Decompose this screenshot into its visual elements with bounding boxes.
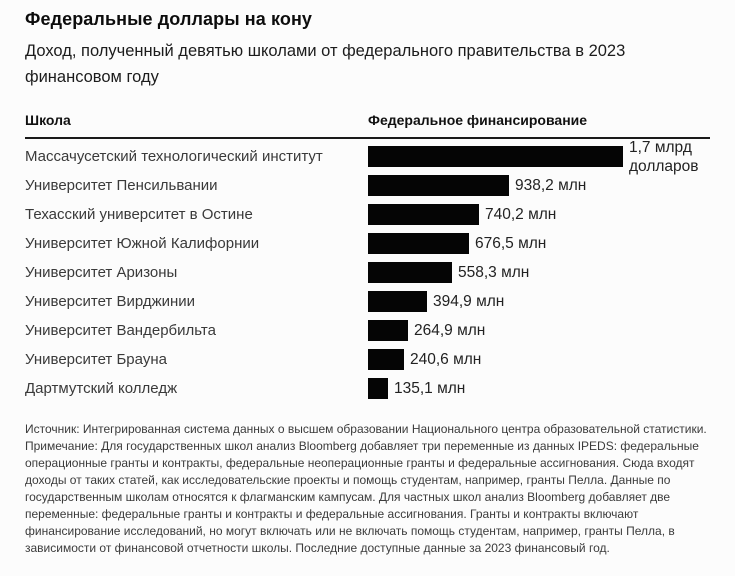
footnotes: Источник: Интегрированная система данных… [25, 421, 710, 557]
table-row: Университет Южной Калифорнии 676,5 млн [25, 229, 710, 258]
funding-bar [368, 233, 469, 255]
table-row: Техасский университет в Остине 740,2 млн [25, 200, 710, 229]
column-headers: Школа Федеральное финансирование [25, 112, 710, 128]
funding-bar [368, 175, 509, 197]
funding-value-label: 135,1 млн [394, 380, 466, 398]
school-label: Университет Брауна [25, 351, 167, 369]
methodology-note: Примечание: Для государственных школ ана… [25, 439, 699, 556]
table-row: Университет Вандербильта 264,9 млн [25, 316, 710, 345]
table-row: Массачусетский технологический институт 1… [25, 139, 710, 175]
header-divider [25, 137, 710, 140]
table-row: Дартмутский колледж 135,1 млн [25, 374, 710, 403]
bar-area: 135,1 млн [368, 378, 710, 400]
funding-bar [368, 204, 479, 226]
school-label: Университет Вандербильта [25, 322, 216, 340]
funding-value-label: 938,2 млн [515, 177, 587, 195]
funding-bar [368, 349, 404, 371]
funding-value-label: 264,9 млн [414, 322, 486, 340]
funding-value-label: 1,7 млрд долларов [629, 138, 699, 175]
school-label: Университет Пенсильвании [25, 177, 218, 195]
table-row: Университет Брауна 240,6 млн [25, 345, 710, 374]
school-column-header: Школа [25, 112, 71, 129]
bar-area: 264,9 млн [368, 320, 710, 342]
funding-value-label: 558,3 млн [458, 264, 530, 282]
funding-value-label: 240,6 млн [410, 351, 482, 369]
funding-bar [368, 320, 408, 342]
school-label: Массачусетский технологический институт [25, 148, 323, 166]
table-row: Университет Пенсильвании 938,2 млн [25, 171, 710, 200]
school-label: Университет Вирджинии [25, 293, 196, 311]
funding-bar [368, 146, 623, 168]
funding-value-label: 394,9 млн [433, 293, 505, 311]
funding-value-label: 676,5 млн [475, 235, 547, 253]
chart-title: Федеральные доллары на кону [25, 9, 313, 29]
table-row: Университет Аризоны 558,3 млн [25, 258, 710, 287]
school-label: Техасский университет в Остине [25, 206, 253, 224]
chart-subtitle: Доход, полученный девятью школами от фед… [25, 42, 626, 86]
school-label: Дартмутский колледж [25, 380, 178, 398]
funding-value-label: 740,2 млн [485, 206, 557, 224]
bar-area: 394,9 млн [368, 291, 710, 313]
bar-area: 240,6 млн [368, 349, 710, 371]
funding-bar [368, 378, 388, 400]
bar-area: 938,2 млн [368, 175, 710, 197]
funding-bar [368, 262, 452, 284]
table-row: Университет Вирджинии 394,9 млн [25, 287, 710, 316]
bar-chart: Массачусетский технологический институт 1… [25, 139, 710, 403]
funding-column-header: Федеральное финансирование [368, 112, 588, 129]
bar-area: 676,5 млн [368, 233, 710, 255]
bar-area: 558,3 млн [368, 262, 710, 284]
source-note: Источник: Интегрированная система данных… [25, 422, 707, 437]
school-label: Университет Аризоны [25, 264, 178, 282]
bar-area: 1,7 млрд долларов [368, 138, 710, 176]
funding-bar [368, 291, 427, 313]
bar-area: 740,2 млн [368, 204, 710, 226]
school-label: Университет Южной Калифорнии [25, 235, 260, 253]
